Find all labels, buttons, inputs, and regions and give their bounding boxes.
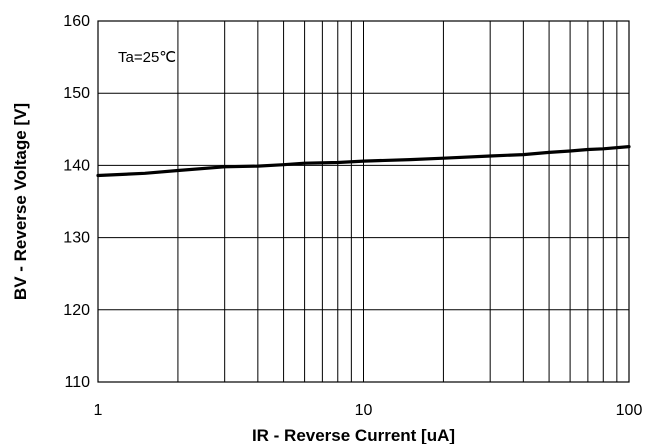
y-tick-label: 120 <box>63 302 90 319</box>
annotation-temperature: Ta=25℃ <box>118 49 176 66</box>
y-tick-labels: 110 120 130 140 150 160 <box>63 13 90 391</box>
y-tick-label: 160 <box>63 13 90 30</box>
y-tick-label: 150 <box>63 85 90 102</box>
y-axis-title: BV - Reverse Voltage [V] <box>11 103 30 300</box>
plot-frame <box>97 20 630 383</box>
y-tick-label: 130 <box>63 230 90 247</box>
y-tick-label: 140 <box>63 157 90 174</box>
series-layer <box>96 145 631 178</box>
x-tick-label: 1 <box>94 402 103 419</box>
x-tick-label: 10 <box>355 402 373 419</box>
x-tick-label: 100 <box>616 402 643 419</box>
y-tick-label: 110 <box>64 374 90 391</box>
x-tick-labels: 1 10 100 <box>94 402 643 419</box>
grid <box>98 21 629 382</box>
series-line <box>96 145 631 178</box>
x-axis-title: IR - Reverse Current [uA] <box>252 426 455 444</box>
